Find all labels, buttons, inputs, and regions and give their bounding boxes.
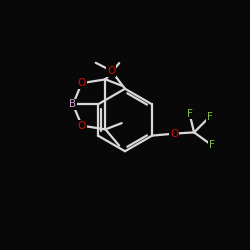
Text: F: F bbox=[207, 112, 212, 122]
Text: B: B bbox=[69, 99, 76, 110]
Text: O: O bbox=[170, 129, 178, 138]
Text: O: O bbox=[78, 121, 86, 130]
Text: O: O bbox=[107, 66, 116, 76]
Text: F: F bbox=[187, 109, 192, 119]
Text: F: F bbox=[209, 140, 215, 150]
Text: O: O bbox=[78, 78, 86, 88]
